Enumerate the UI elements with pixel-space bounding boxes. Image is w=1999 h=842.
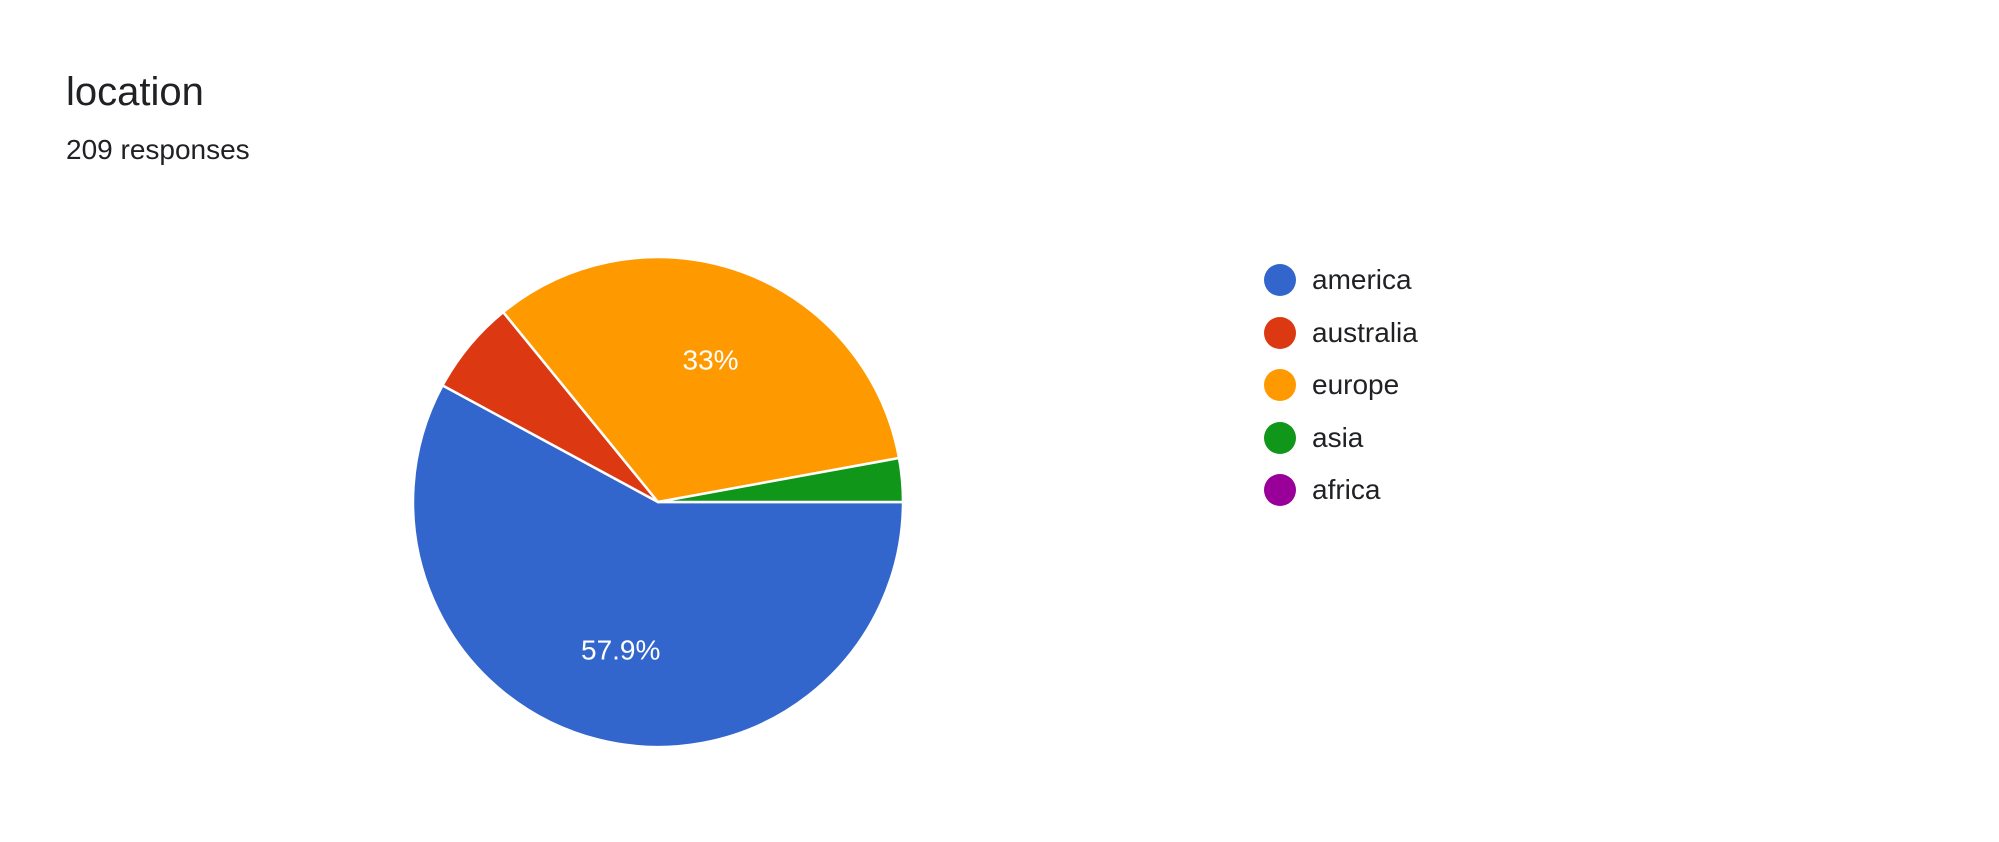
legend-label: australia <box>1312 316 1418 348</box>
legend-swatch-icon <box>1264 421 1296 454</box>
legend-item-america[interactable]: america <box>1264 254 1418 307</box>
data-label-europe: 33% <box>683 344 739 375</box>
legend-swatch-icon <box>1264 369 1296 402</box>
legend-swatch-icon <box>1264 264 1296 297</box>
legend-label: america <box>1312 264 1412 296</box>
pie-slice-asia[interactable] <box>657 456 905 504</box>
legend-item-europe[interactable]: europe <box>1264 359 1418 412</box>
pie-slice-europe[interactable] <box>501 255 901 504</box>
response-count: 209 responses <box>66 134 250 165</box>
legend-item-australia[interactable]: australia <box>1264 307 1418 360</box>
legend-label: europe <box>1312 369 1400 401</box>
legend-item-africa[interactable]: africa <box>1264 464 1418 517</box>
legend: america australia europe asia africa <box>1264 254 1418 517</box>
legend-swatch-icon <box>1264 474 1296 507</box>
pie-slice-america[interactable] <box>411 383 905 749</box>
chart-title: location <box>66 70 204 114</box>
legend-swatch-icon <box>1264 316 1296 349</box>
legend-label: asia <box>1312 421 1364 453</box>
legend-item-asia[interactable]: asia <box>1264 412 1418 465</box>
legend-label: africa <box>1312 474 1381 506</box>
data-label-america: 57.9% <box>581 634 660 665</box>
